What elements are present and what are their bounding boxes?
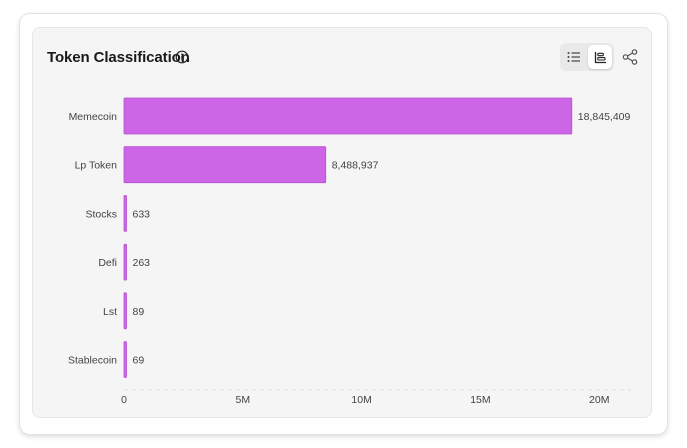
bar[interactable] xyxy=(123,97,573,135)
category-label: Memecoin xyxy=(69,111,118,123)
bar[interactable] xyxy=(123,194,127,232)
x-tick-label: 15M xyxy=(470,394,490,406)
value-label: 633 xyxy=(133,208,151,220)
category-label: Defi xyxy=(98,257,117,269)
bar-chart: Memecoin 18,845,409 Lp Token 8,488,937 Stock… xyxy=(68,97,631,406)
category-label: Stablecoin xyxy=(68,355,117,367)
bar[interactable] xyxy=(123,243,127,281)
bar[interactable] xyxy=(123,292,127,330)
chart-view-button[interactable] xyxy=(588,45,612,69)
category-label: Lp Token xyxy=(75,160,118,172)
category-label: Lst xyxy=(103,306,117,318)
value-label: 89 xyxy=(133,306,145,318)
chart-card: Token Classification xyxy=(20,14,667,434)
bar[interactable] xyxy=(123,341,127,378)
value-label: 69 xyxy=(133,355,145,367)
x-tick-label: 20M xyxy=(589,394,609,406)
share-icon[interactable] xyxy=(621,48,639,66)
x-tick-label: 10M xyxy=(351,394,371,406)
chart-title: Token Classification xyxy=(47,49,190,66)
bar[interactable] xyxy=(123,146,327,184)
info-icon[interactable] xyxy=(175,50,189,64)
x-tick-label: 0 xyxy=(121,394,127,406)
x-tick-label: 5M xyxy=(236,394,251,406)
value-label: 18,845,409 xyxy=(578,111,631,123)
value-label: 263 xyxy=(133,257,151,269)
category-label: Stocks xyxy=(85,208,117,220)
list-icon xyxy=(567,52,580,62)
view-toggle xyxy=(560,43,614,71)
bar-chart-icon xyxy=(594,51,606,63)
list-view-button[interactable] xyxy=(562,45,586,69)
value-label: 8,488,937 xyxy=(332,160,379,172)
chart-panel: Token Classification xyxy=(32,27,652,418)
